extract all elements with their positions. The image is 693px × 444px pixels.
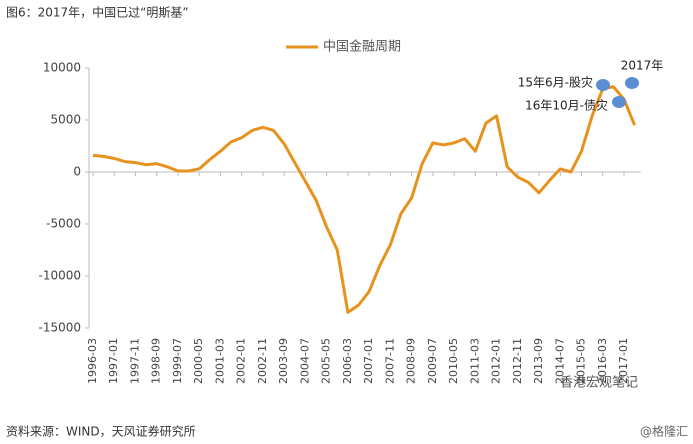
x-tick-label: 2002-01 (235, 338, 248, 384)
x-tick-label: 2008-09 (405, 338, 418, 384)
watermark: 香港宏观笔记 (560, 375, 638, 391)
x-tick-label: 2013-09 (532, 338, 545, 384)
event-dot (596, 79, 610, 91)
watermark: @格隆汇 (640, 424, 688, 439)
legend-label: 中国金融周期 (323, 39, 401, 55)
x-tick-label: 2006-03 (341, 338, 354, 384)
x-tick-label: 2011-03 (468, 338, 481, 384)
x-tick-label: 1997-11 (128, 338, 141, 384)
x-tick-label: 2009-07 (426, 338, 439, 384)
x-tick-label: 2005-05 (320, 338, 333, 384)
x-tick-label: 2012-01 (490, 338, 503, 384)
y-tick-label: 5000 (50, 113, 81, 127)
x-tick-label: 2007-01 (362, 338, 375, 384)
x-tick-label: 2016-03 (596, 338, 609, 384)
chart-title: 图6：2017年，中国已过“明斯基” (6, 5, 189, 20)
x-tick-label: 2001-03 (213, 338, 226, 384)
y-tick-label: -15000 (38, 321, 81, 335)
x-tick-label: 2014-07 (553, 338, 566, 384)
event-dot (612, 96, 626, 108)
x-tick-label: 2007-11 (383, 338, 396, 384)
event-dot (625, 77, 639, 89)
x-tick-label: 2010-05 (447, 338, 460, 384)
x-tick-label: 2002-11 (256, 338, 269, 384)
y-tick-label: 0 (73, 165, 81, 179)
x-tick-label: 2000-05 (192, 338, 205, 384)
x-tick-label: 2003-09 (277, 338, 290, 384)
x-tick-label: 1998-09 (150, 338, 163, 384)
x-tick-label: 1996-03 (86, 338, 99, 384)
y-tick-label: -10000 (38, 269, 81, 283)
x-tick-label: 1997-01 (107, 338, 120, 384)
annotation: 15年6月-股灾 (518, 75, 593, 90)
series-line (92, 85, 637, 314)
y-tick-label: -5000 (46, 217, 81, 231)
x-tick-label: 2012-11 (511, 338, 524, 384)
source: 资料来源：WIND，天风证券研究所 (6, 424, 196, 439)
y-tick-label: 10000 (43, 61, 81, 75)
annotation: 16年10月-债灾 (525, 98, 608, 113)
x-tick-label: 2017-01 (617, 338, 630, 384)
annotation: 2017年 (621, 59, 664, 73)
x-tick-label: 2004-07 (298, 338, 311, 384)
x-tick-label: 2015-05 (575, 338, 588, 384)
x-tick-label: 1999-07 (171, 338, 184, 384)
